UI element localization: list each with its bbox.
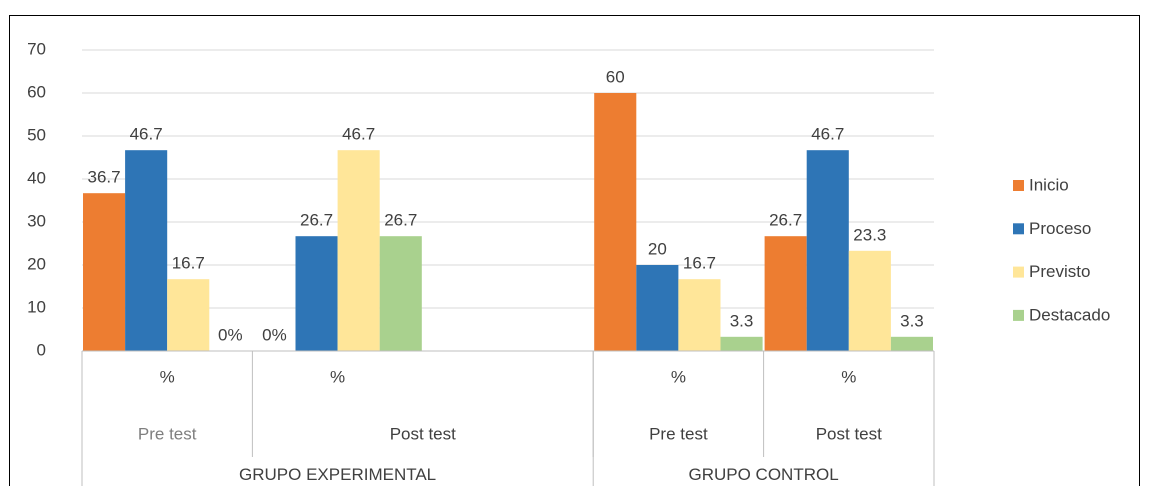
data-label: 0% bbox=[262, 325, 287, 344]
y-tick-label: 0 bbox=[37, 340, 46, 359]
x-tick-label: % bbox=[841, 367, 856, 386]
data-label: 20 bbox=[648, 239, 667, 258]
data-label: 23.3 bbox=[853, 225, 886, 244]
bar bbox=[678, 279, 721, 351]
legend-label: Previsto bbox=[1029, 262, 1090, 281]
y-tick-label: 20 bbox=[27, 254, 46, 273]
bar bbox=[890, 336, 933, 351]
legend-label: Destacado bbox=[1029, 305, 1110, 324]
bar bbox=[806, 150, 849, 351]
x-tick-label: % bbox=[330, 367, 345, 386]
data-label: 46.7 bbox=[811, 125, 844, 144]
x-group-label: Post test bbox=[390, 424, 456, 443]
data-label: 26.7 bbox=[769, 211, 802, 230]
data-label: 3.3 bbox=[730, 311, 754, 330]
data-label: 36.7 bbox=[88, 168, 121, 187]
chart-frame bbox=[9, 15, 1140, 486]
bar bbox=[337, 150, 380, 351]
legend-swatch bbox=[1013, 266, 1024, 278]
y-tick-label: 40 bbox=[27, 168, 46, 187]
x-tick-label: % bbox=[160, 367, 175, 386]
bar bbox=[125, 150, 168, 351]
data-label: 26.7 bbox=[384, 211, 417, 230]
bar bbox=[764, 236, 807, 351]
data-label: 16.7 bbox=[172, 254, 205, 273]
x-group-label: Pre test bbox=[649, 424, 708, 443]
x-tick-label: % bbox=[671, 367, 686, 386]
x-group-label: Pre test bbox=[138, 424, 197, 443]
y-tick-label: 30 bbox=[27, 211, 46, 230]
data-label: 26.7 bbox=[300, 211, 333, 230]
bar bbox=[295, 236, 338, 351]
data-label: 16.7 bbox=[683, 254, 716, 273]
bar bbox=[848, 250, 891, 351]
y-tick-label: 70 bbox=[27, 39, 46, 58]
bar bbox=[379, 236, 422, 351]
data-label: 3.3 bbox=[900, 311, 924, 330]
data-label: 46.7 bbox=[130, 125, 163, 144]
data-label: 60 bbox=[606, 67, 625, 86]
x-group-label: GRUPO EXPERIMENTAL bbox=[239, 465, 436, 484]
bar bbox=[594, 93, 637, 351]
bar bbox=[83, 193, 126, 351]
bar bbox=[720, 336, 763, 351]
bar bbox=[636, 265, 679, 351]
legend-swatch bbox=[1013, 223, 1024, 235]
data-label: 0% bbox=[218, 325, 243, 344]
data-label: 46.7 bbox=[342, 125, 375, 144]
x-group-label: Post test bbox=[816, 424, 882, 443]
legend-swatch bbox=[1013, 309, 1024, 321]
legend-label: Proceso bbox=[1029, 219, 1091, 238]
bar bbox=[167, 279, 210, 351]
y-tick-label: 10 bbox=[27, 297, 46, 316]
legend-swatch bbox=[1013, 180, 1024, 191]
y-tick-label: 50 bbox=[27, 125, 46, 144]
x-group-label: GRUPO CONTROL bbox=[689, 465, 839, 484]
legend-label: Inicio bbox=[1029, 175, 1069, 194]
y-tick-label: 60 bbox=[27, 82, 46, 101]
